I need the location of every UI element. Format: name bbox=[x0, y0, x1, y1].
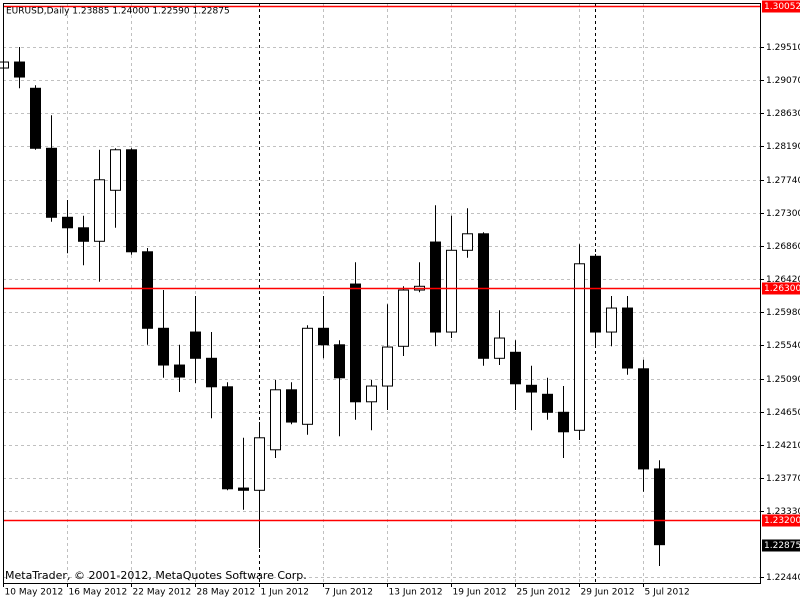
candle-body bbox=[622, 307, 633, 369]
price-label: 1.26300 bbox=[764, 284, 800, 294]
price-label-box bbox=[762, 282, 800, 295]
candle-body bbox=[238, 487, 249, 491]
x-tick-label: 13 Jun 2012 bbox=[389, 588, 443, 598]
y-tick-label: 1.27740 bbox=[766, 176, 800, 186]
candle-body bbox=[558, 411, 569, 433]
candle-body bbox=[126, 149, 137, 253]
candle-body bbox=[174, 364, 185, 378]
last-price-box bbox=[762, 539, 800, 552]
candle-body bbox=[206, 357, 217, 388]
candle-body bbox=[190, 331, 201, 359]
chart-title: EURUSD,Daily 1.23885 1.24000 1.22590 1.2… bbox=[6, 7, 230, 17]
candle-body bbox=[142, 251, 153, 329]
x-tick-label: 10 May 2012 bbox=[5, 588, 64, 598]
x-tick-label: 5 Jul 2012 bbox=[645, 588, 690, 598]
candle-body bbox=[430, 241, 441, 333]
candle-body bbox=[398, 289, 409, 347]
candle-body bbox=[446, 249, 457, 333]
candle-body bbox=[110, 149, 121, 191]
x-tick-label: 25 Jun 2012 bbox=[517, 588, 571, 598]
candle-body bbox=[46, 147, 57, 218]
y-tick-label: 1.23330 bbox=[766, 507, 800, 517]
plot-border bbox=[3, 3, 761, 584]
overlay: 1.29510 1.29070 1.28630 1.28190 1.27740 1.273… bbox=[3, 0, 800, 598]
candle-body bbox=[606, 307, 617, 333]
candle-body bbox=[94, 179, 105, 242]
last-price-label: 1.22875 bbox=[764, 541, 800, 551]
candle-body bbox=[382, 346, 393, 387]
y-tick-label: 1.23770 bbox=[766, 474, 800, 484]
candle-body bbox=[286, 389, 297, 423]
x-tick-label: 29 Jun 2012 bbox=[581, 588, 635, 598]
y-tick-label: 1.28630 bbox=[766, 109, 800, 119]
x-tick-label: 16 May 2012 bbox=[69, 588, 128, 598]
candle-body bbox=[462, 233, 473, 251]
x-tick-label: 1 Jun 2012 bbox=[261, 588, 309, 598]
candle-body bbox=[318, 327, 329, 346]
candle-body bbox=[510, 351, 521, 385]
candle-body bbox=[654, 468, 665, 546]
candle-body bbox=[158, 327, 169, 366]
candle-body bbox=[222, 386, 233, 490]
candle-body bbox=[494, 337, 505, 359]
candle-body bbox=[334, 344, 345, 379]
y-tick-label: 1.25540 bbox=[766, 341, 800, 351]
x-tick-label: 22 May 2012 bbox=[133, 588, 192, 598]
price-label-box bbox=[762, 514, 800, 527]
candle-body bbox=[542, 393, 553, 413]
y-tick-label: 1.24210 bbox=[766, 441, 800, 451]
y-tick-label: 1.29070 bbox=[766, 76, 800, 86]
candle-body bbox=[0, 61, 9, 69]
y-tick-label: 1.28190 bbox=[766, 142, 800, 152]
y-tick-label: 1.26860 bbox=[766, 242, 800, 252]
candle-body bbox=[590, 255, 601, 333]
x-tick-label: 7 Jun 2012 bbox=[325, 588, 373, 598]
candle-body bbox=[638, 368, 649, 470]
candles bbox=[0, 29, 665, 567]
price-label-box bbox=[762, 0, 800, 13]
price-label: 1.30052 bbox=[764, 2, 800, 12]
price-label: 1.23200 bbox=[764, 516, 800, 526]
y-tick-label: 1.25090 bbox=[766, 375, 800, 385]
candle-body bbox=[78, 227, 89, 242]
candle-body bbox=[574, 263, 585, 431]
candle-body bbox=[350, 283, 361, 403]
grid-layer bbox=[3, 3, 760, 583]
y-tick-label: 1.24650 bbox=[766, 408, 800, 418]
candle-body bbox=[302, 327, 313, 425]
candle-body bbox=[30, 87, 41, 149]
y-tick-label: 1.22440 bbox=[766, 573, 800, 583]
y-tick-label: 1.27300 bbox=[766, 209, 800, 219]
candle-body bbox=[478, 233, 489, 359]
y-tick-label: 1.26420 bbox=[766, 275, 800, 285]
x-tick-label: 28 May 2012 bbox=[197, 588, 256, 598]
candle-body bbox=[62, 216, 73, 229]
candle-body bbox=[526, 384, 537, 393]
footer: MetaTrader, © 2001-2012, MetaQuotes Soft… bbox=[5, 569, 307, 582]
x-tick-label: 19 Jun 2012 bbox=[453, 588, 507, 598]
candle-body bbox=[14, 61, 25, 78]
y-tick-label: 1.25980 bbox=[766, 308, 800, 318]
candle-body bbox=[366, 385, 377, 403]
candle-body bbox=[254, 437, 265, 491]
candle-body bbox=[270, 389, 281, 451]
y-tick-label: 1.29510 bbox=[766, 43, 800, 53]
